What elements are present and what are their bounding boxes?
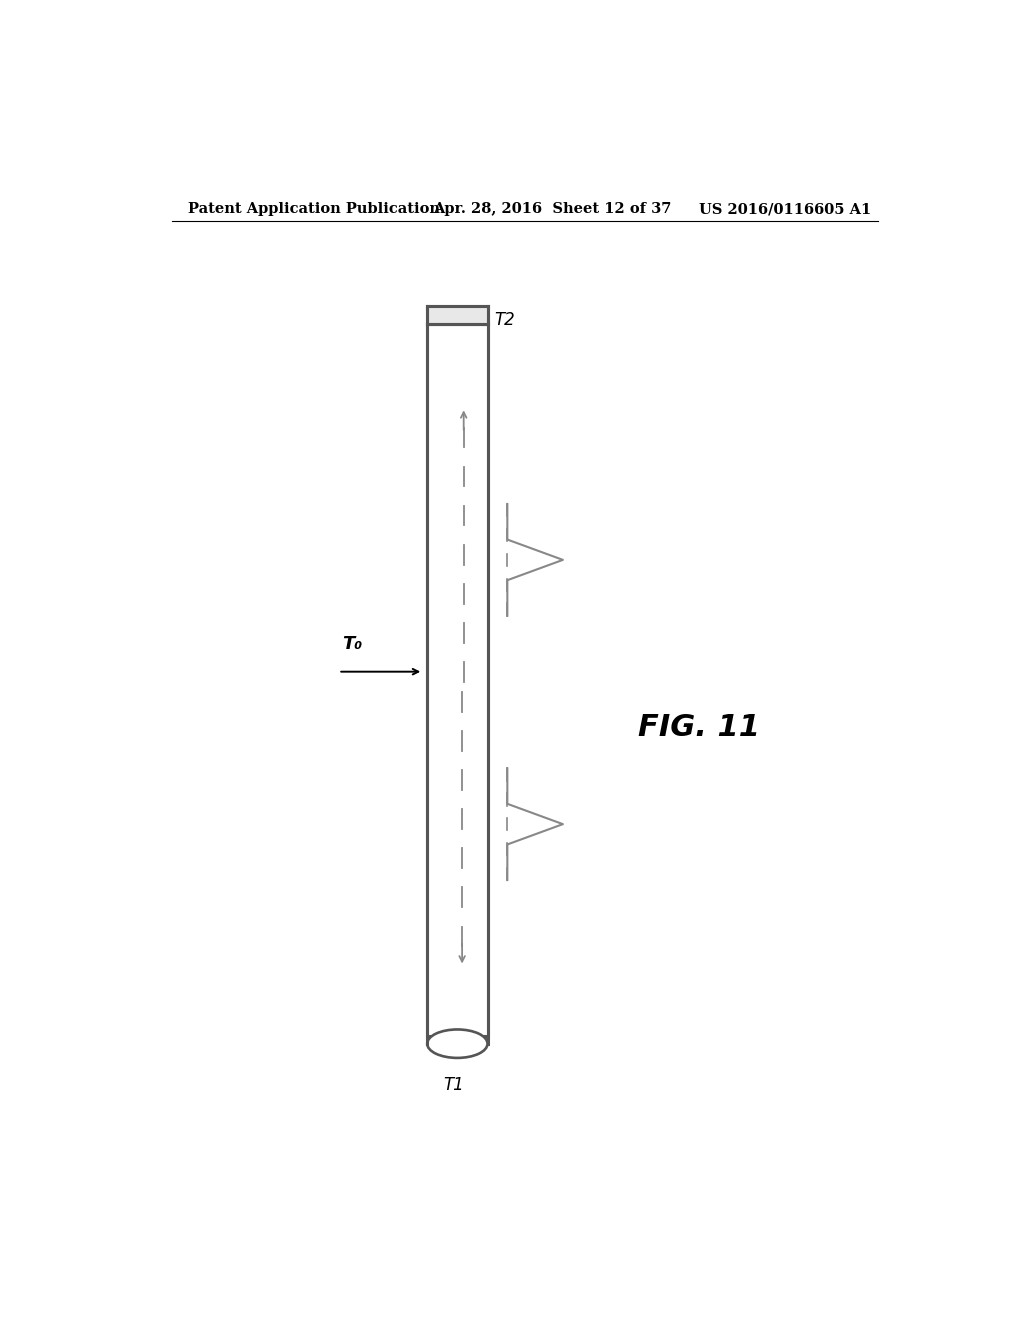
Text: US 2016/0116605 A1: US 2016/0116605 A1 <box>699 202 871 216</box>
Polygon shape <box>427 306 487 325</box>
Text: FIG. 11: FIG. 11 <box>638 713 761 742</box>
Text: T2: T2 <box>494 312 515 329</box>
Polygon shape <box>427 325 487 1036</box>
Ellipse shape <box>427 1030 487 1057</box>
Text: T₀: T₀ <box>342 635 362 653</box>
Text: T1: T1 <box>443 1076 464 1094</box>
Text: Apr. 28, 2016  Sheet 12 of 37: Apr. 28, 2016 Sheet 12 of 37 <box>433 202 672 216</box>
Text: Patent Application Publication: Patent Application Publication <box>187 202 439 216</box>
